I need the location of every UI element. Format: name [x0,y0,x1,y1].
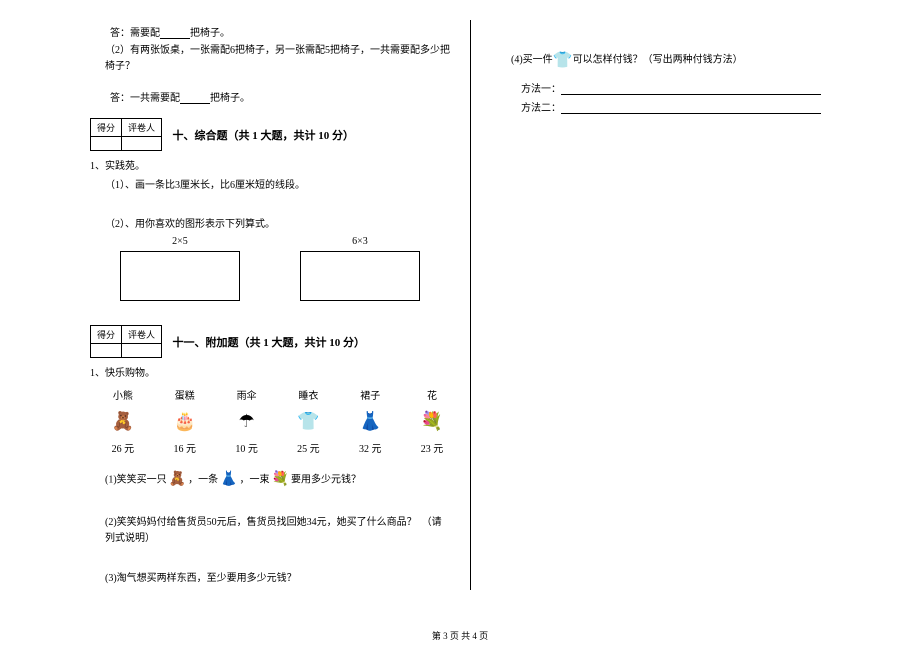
item-name: 蛋糕 [167,387,203,402]
section-10-title: 十、综合题（共 1 大题，共计 10 分） [173,127,355,143]
page-footer: 第 3 页 共 4 页 [0,629,920,642]
dress-icon: 👗 [220,469,237,491]
bear-icon: 🧸 [169,469,186,491]
sq1-b: ，一条 [188,475,218,486]
q4-a: (4)买一件 [511,54,553,65]
umbrella-icon: ☂ [233,408,261,434]
sub-q3: (3)淘气想买两样东西，至少要用多少元钱？ [105,571,450,587]
item-name: 裙子 [352,387,388,402]
item-name: 睡衣 [290,387,326,402]
item-price: 25 元 [290,440,326,455]
method-1-label: 方法一： [521,84,561,95]
problem-2: 1、快乐购物。 [90,364,450,379]
grader-cell[interactable] [122,344,162,358]
item-price: 16 元 [167,440,203,455]
item-price: 26 元 [105,440,141,455]
answer2-suffix: 把椅子。 [210,93,250,104]
sq1-d: 要用多少元钱？ [291,475,361,486]
flower-icon: 💐 [272,469,289,491]
pajama-icon: 👕 [553,50,573,70]
score-header: 得分 [91,326,122,344]
item-name: 花 [414,387,450,402]
expr-1: 2×5 [120,236,240,247]
item-price: 10 元 [229,440,265,455]
shop-names-row: 小熊 蛋糕 雨伞 睡衣 裙子 花 [105,387,450,402]
draw-box-2[interactable] [300,251,420,301]
item-price: 32 元 [352,440,388,455]
dress-icon: 👗 [356,408,384,434]
score-table: 得分评卷人 [90,118,162,151]
section-10-header: 得分评卷人 十、综合题（共 1 大题，共计 10 分） [90,118,450,151]
expr-2: 6×3 [300,236,420,247]
score-header: 得分 [91,119,122,137]
method-2-label: 方法二： [521,103,561,114]
pajama-icon: 👕 [294,408,322,434]
problem-1-2: （2）、用你喜欢的图形表示下列算式。 [105,215,450,230]
method-1-input[interactable] [561,85,821,95]
score-cell[interactable] [91,344,122,358]
q4-b: 可以怎样付钱？（写出两种付钱方法） [573,54,743,65]
rect-group-1: 2×5 [120,236,240,301]
blank-input[interactable] [180,94,210,104]
problem-1: 1、实践苑。 [90,157,450,172]
answer1-prefix: 答：需要配 [110,28,160,39]
right-column: (4)买一件👕可以怎样付钱？（写出两种付钱方法） 方法一： 方法二： [470,20,860,590]
draw-box-1[interactable] [120,251,240,301]
shop-prices-row: 26 元 16 元 10 元 25 元 32 元 23 元 [105,440,450,455]
grader-cell[interactable] [122,137,162,151]
sub-q2: (2)笑笑妈妈付给售货员50元后，售货员找回她34元，她买了什么商品？ （请列式… [105,515,450,547]
bear-icon: 🧸 [109,408,137,434]
flower-icon: 💐 [418,408,446,434]
shop-icons-row: 🧸 🎂 ☂ 👕 👗 💐 [105,406,450,436]
method-2-row: 方法二： [521,99,860,114]
blank-input[interactable] [160,29,190,39]
score-table: 得分评卷人 [90,325,162,358]
sub-q1: (1)笑笑买一只🧸，一条👗，一束💐要用多少元钱？ [105,469,450,491]
method-1-row: 方法一： [521,80,860,95]
sub-q4: (4)买一件👕可以怎样付钱？（写出两种付钱方法） [511,50,860,70]
item-name: 雨伞 [229,387,265,402]
answer1-suffix: 把椅子。 [190,28,230,39]
left-column: 答：需要配把椅子。 （2）有两张饭桌，一张需配6把椅子，另一张需配5把椅子，一共… [60,20,470,590]
item-name: 小熊 [105,387,141,402]
method-2-input[interactable] [561,104,821,114]
cake-icon: 🎂 [171,408,199,434]
answer-line-2: 答：一共需要配 把椅子。 [110,89,450,104]
answer-line-1: 答：需要配 把椅子。 [110,24,450,39]
rect-group-2: 6×3 [300,236,420,301]
question-2: （2）有两张饭桌，一张需配6把椅子，另一张需配5把椅子，一共需要配多少把椅子？ [105,43,450,75]
grader-header: 评卷人 [122,326,162,344]
score-cell[interactable] [91,137,122,151]
problem-1-1: （1）、画一条比3厘米长，比6厘米短的线段。 [105,176,450,191]
sq1-a: (1)笑笑买一只 [105,475,167,486]
answer2-prefix: 答：一共需要配 [110,93,180,104]
section-11-header: 得分评卷人 十一、附加题（共 1 大题，共计 10 分） [90,325,450,358]
section-11-title: 十一、附加题（共 1 大题，共计 10 分） [173,334,366,350]
rect-area: 2×5 6×3 [120,236,450,301]
item-price: 23 元 [414,440,450,455]
grader-header: 评卷人 [122,119,162,137]
sq1-c: ，一束 [240,475,270,486]
page-container: 答：需要配把椅子。 （2）有两张饭桌，一张需配6把椅子，另一张需配5把椅子，一共… [0,0,920,620]
